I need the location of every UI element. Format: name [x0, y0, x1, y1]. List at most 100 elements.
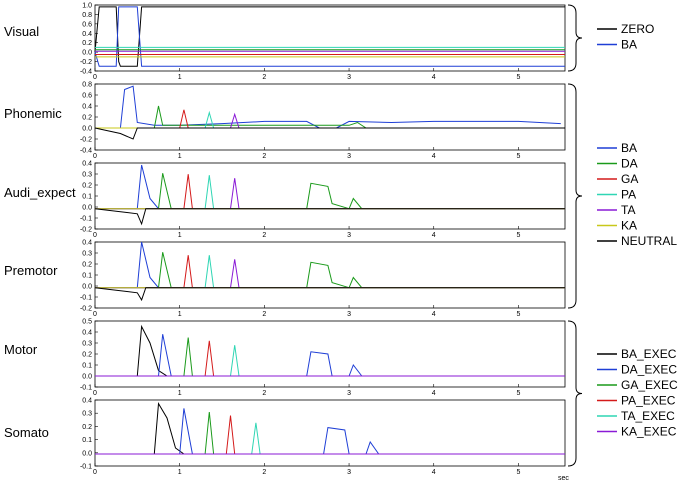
x-tick-label: 0: [93, 232, 97, 239]
y-tick-label: -0.1: [80, 295, 92, 302]
legend-label: TA: [621, 203, 635, 217]
panel-motor: Motor 0.5 0.4 0.3 0.2 0.1 0.0 -0.10 1 2 3 4 5: [4, 319, 566, 397]
panel-somato: Somato 0.4 0.3 0.2 0.1 0.0 -0.10 1 2 3 4 5: [4, 398, 566, 476]
panel-visual: Visual 1.0 0.8 0.6 0.4 0.2 0.0 -0.2 -0.40 1 2 3 4 5: [4, 3, 566, 81]
legend-1: ZERO BA: [597, 22, 654, 52]
x-axis-unit: sec: [558, 475, 569, 482]
y-tick-label: -0.1: [80, 385, 92, 392]
x-tick-label: 3: [347, 74, 351, 81]
y-tick-label: 0.0: [82, 50, 92, 57]
x-tick-label: 3: [347, 232, 351, 239]
x-tick-label: 2: [262, 469, 266, 476]
plot-frame: [94, 4, 566, 72]
row-label: Phonemic: [4, 106, 62, 121]
legend-label: GA_EXEC: [621, 378, 678, 392]
x-tick-label: 0: [93, 469, 97, 476]
brace-visual: [567, 4, 583, 72]
legend-label: GA: [621, 172, 638, 186]
x-tick-label: 4: [432, 153, 436, 160]
series-line-da-exec: [95, 408, 565, 455]
x-tick-label: 1: [178, 153, 182, 160]
x-tick-label: 5: [516, 153, 520, 160]
series-line-ga-exec: [95, 411, 565, 455]
series-line-ba: [94, 6, 565, 67]
y-tick-label: 0.0: [82, 205, 92, 212]
row-label: Somato: [4, 425, 49, 440]
x-tick-label: 2: [262, 232, 266, 239]
x-tick-label: 1: [178, 232, 182, 239]
y-tick-label: 0.3: [82, 172, 92, 179]
series-line-ba-exec: [95, 324, 565, 377]
x-tick-label: 5: [516, 232, 520, 239]
series-line-neutral: [94, 287, 565, 302]
legend-label: KA_EXEC: [621, 425, 677, 439]
y-tick-label: -0.1: [80, 464, 92, 471]
y-tick-label: 0.0: [82, 374, 92, 381]
y-tick-label: -0.2: [80, 137, 92, 144]
x-tick-label: 1: [178, 469, 182, 476]
legend-label: DA_EXEC: [621, 363, 677, 377]
x-tick-label: 4: [432, 469, 436, 476]
y-tick-label: 0.0: [82, 126, 92, 133]
y-tick-label: -0.4: [80, 148, 92, 155]
series-line-da: [95, 105, 565, 129]
plot-frame: [94, 399, 566, 467]
series-line-da-exec: [95, 334, 565, 377]
y-tick-label: 0.3: [82, 411, 92, 418]
y-tick-label: 0.6: [82, 21, 92, 28]
y-tick-label: 1.0: [82, 3, 92, 10]
series-line-ga: [95, 255, 565, 289]
x-tick-label: 3: [347, 311, 351, 318]
x-tick-label: 5: [516, 469, 520, 476]
y-tick-label: -0.2: [80, 59, 92, 66]
y-tick-label: 0.1: [82, 194, 92, 201]
panel-audi_expect: Audi_expect 0.4 0.3 0.2 0.1 0.0 -0.1 -0.20 1 2 3 4 5: [4, 161, 566, 239]
y-tick-label: 0.2: [82, 352, 92, 359]
y-tick-label: 0.2: [82, 424, 92, 431]
y-tick-label: 0.8: [82, 12, 92, 19]
y-tick-label: 0.4: [82, 161, 92, 168]
brace-motor: [567, 320, 583, 467]
row-label: Motor: [4, 342, 38, 357]
x-tick-label: 5: [516, 74, 520, 81]
y-tick-label: 0.0: [82, 284, 92, 291]
series-line-ga-exec: [95, 337, 565, 377]
brace-auditory: [567, 83, 583, 309]
y-tick-label: 0.4: [82, 104, 92, 111]
legend-label: TA_EXEC: [621, 409, 675, 423]
x-tick-label: 0: [93, 390, 97, 397]
y-tick-label: 0.6: [82, 93, 92, 100]
series-line-ba: [95, 85, 561, 129]
legend-label: DA: [621, 157, 638, 171]
series-line-da: [95, 252, 565, 289]
x-tick-label: 5: [516, 390, 520, 397]
y-tick-label: 0.4: [82, 240, 92, 247]
y-tick-label: 0.0: [82, 450, 92, 457]
x-tick-label: 3: [347, 153, 351, 160]
panel-phonemic: Phonemic 0.8 0.6 0.4 0.2 0.0 -0.2 -0.40 1 2 3 4 5: [4, 82, 566, 160]
y-tick-label: 0.3: [82, 251, 92, 258]
legend-label: NEUTRAL: [621, 234, 677, 248]
series-line-pa: [95, 255, 565, 289]
legend-label: ZERO: [621, 22, 654, 36]
legend-label: BA_EXEC: [621, 347, 677, 361]
panel-premotor: Premotor 0.4 0.3 0.2 0.1 0.0 -0.1 -0.20 1 2 3 4 5: [4, 240, 566, 318]
x-tick-label: 4: [432, 232, 436, 239]
x-tick-label: 4: [432, 311, 436, 318]
y-tick-label: -0.2: [80, 227, 92, 234]
series-line-neutral: [94, 127, 565, 140]
legend-label: BA: [621, 38, 637, 52]
x-tick-label: 0: [93, 311, 97, 318]
series-line-neutral: [94, 208, 565, 226]
row-label: Visual: [4, 24, 39, 39]
x-tick-label: 2: [262, 311, 266, 318]
y-tick-label: 0.4: [82, 330, 92, 337]
legend-label: PA_EXEC: [621, 394, 676, 408]
row-label: Premotor: [4, 263, 58, 278]
series-line-pa-exec: [95, 415, 565, 455]
series-line-ga: [95, 174, 565, 210]
x-tick-label: 2: [262, 390, 266, 397]
y-tick-label: 0.3: [82, 341, 92, 348]
